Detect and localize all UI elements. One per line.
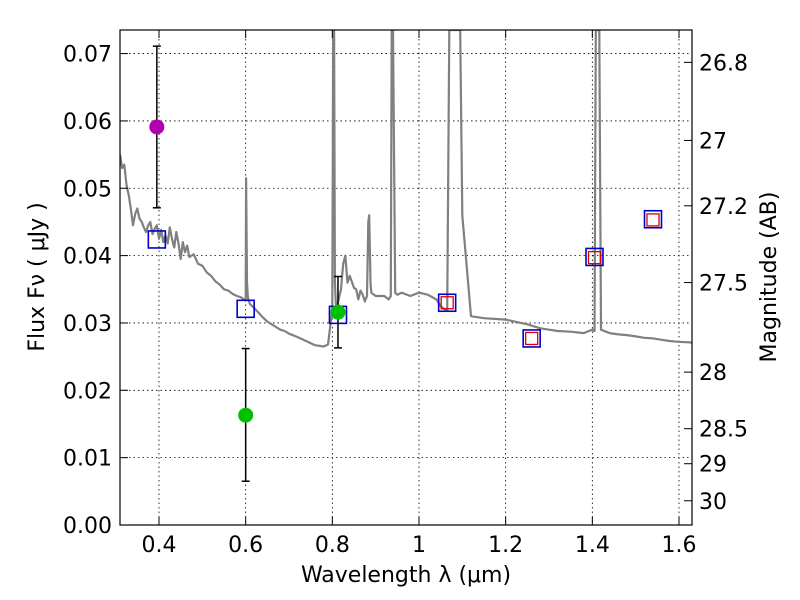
x-tick-label: 1 bbox=[412, 533, 426, 558]
y-tick-label: 0.03 bbox=[63, 312, 112, 337]
x-axis-label: Wavelength λ (μm) bbox=[301, 563, 511, 588]
observed-point-box bbox=[525, 331, 539, 346]
x-tick-label: 1.6 bbox=[662, 533, 697, 558]
model-spectrum-line bbox=[120, 30, 692, 348]
model-point-box bbox=[236, 299, 255, 319]
y-axis-label: Flux Fν ( μJy ) bbox=[25, 202, 50, 351]
x-tick-label: 1.2 bbox=[488, 533, 523, 558]
x-tick-label: 1.4 bbox=[575, 533, 610, 558]
model-point-box bbox=[437, 293, 457, 313]
x-tick-label: 0.8 bbox=[315, 533, 350, 558]
y-tick-label: 0.06 bbox=[63, 110, 112, 135]
model-point-box bbox=[585, 247, 604, 267]
right-tick-label: 28.5 bbox=[699, 418, 748, 443]
plot-frame bbox=[119, 29, 693, 526]
model-point-box bbox=[643, 209, 663, 229]
x-tick-label: 0.6 bbox=[228, 533, 263, 558]
green-point bbox=[238, 407, 254, 423]
right-tick-label: 30 bbox=[699, 490, 727, 515]
y-tick-label: 0.00 bbox=[63, 514, 112, 539]
right-tick-label: 29 bbox=[699, 453, 727, 478]
green-point bbox=[330, 304, 346, 320]
y-tick-label: 0.02 bbox=[63, 379, 112, 404]
right-tick-label: 26.8 bbox=[699, 51, 748, 76]
plot-data bbox=[120, 30, 692, 482]
right-tick-label: 28 bbox=[699, 361, 727, 386]
magenta-point bbox=[149, 119, 165, 135]
observed-point-box bbox=[587, 250, 602, 265]
x-tick-label: 0.4 bbox=[142, 533, 177, 558]
observed-point-box bbox=[440, 296, 454, 310]
y-tick-label: 0.01 bbox=[63, 447, 112, 472]
observed-point-box bbox=[646, 213, 660, 227]
y-tick-label: 0.07 bbox=[63, 43, 112, 68]
y-tick-label: 0.04 bbox=[63, 245, 112, 270]
axis-ticks: 0.4 0.6 0.8 1 1.2 1.4 1.6 0.00 0.01 0.02 0.03 0.04 0… bbox=[63, 30, 748, 558]
model-point-box bbox=[147, 230, 167, 249]
right-tick-label: 27.2 bbox=[699, 195, 748, 220]
grid-lines bbox=[120, 30, 692, 526]
y-axis-right-label: Magnitude (AB) bbox=[757, 192, 782, 363]
y-tick-label: 0.05 bbox=[63, 177, 112, 202]
right-tick-label: 27 bbox=[699, 129, 727, 154]
right-tick-label: 27.5 bbox=[699, 272, 748, 297]
model-point-box bbox=[522, 329, 541, 348]
